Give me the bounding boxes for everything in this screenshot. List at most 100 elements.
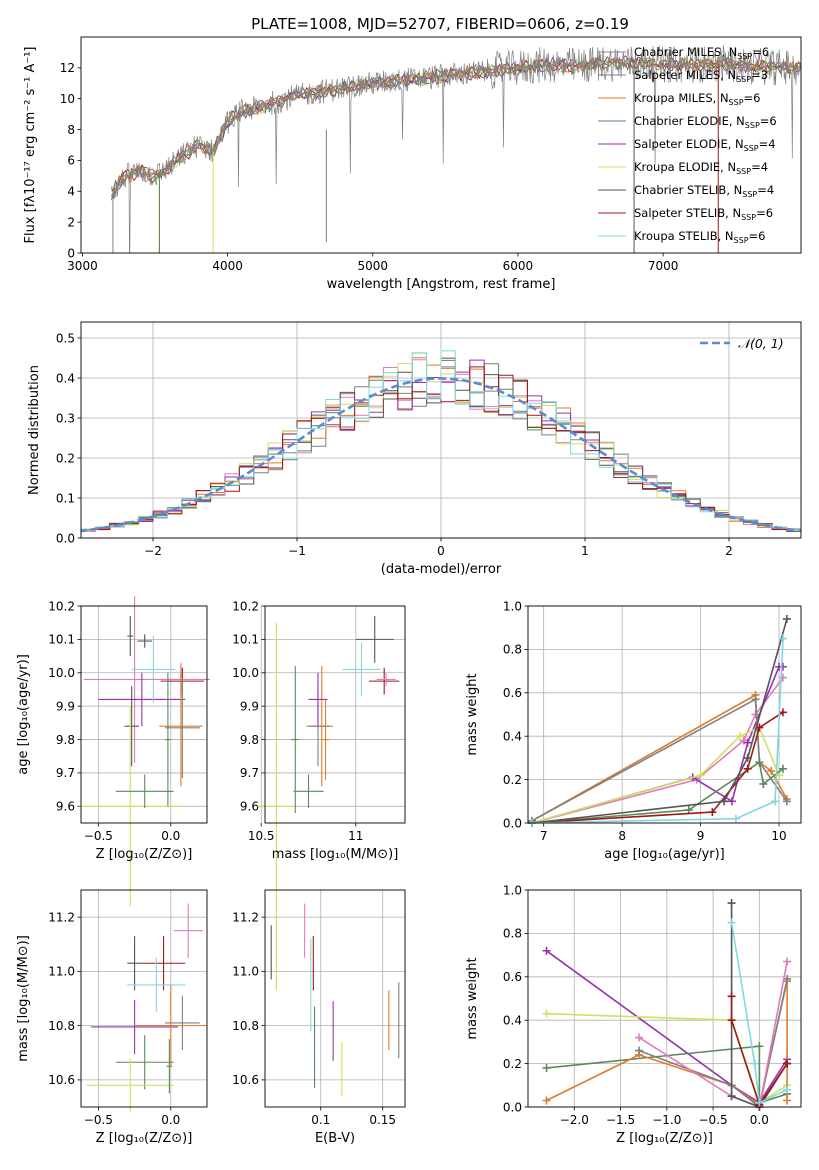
y-tick-label: 0.2 xyxy=(503,1057,522,1071)
error-bar-point xyxy=(127,957,186,1013)
weight-marker xyxy=(783,1059,792,1068)
legend-entry: Chabrier STELIB, NSSP=4 xyxy=(634,183,774,199)
weight-line xyxy=(546,1045,788,1104)
error-bar-point xyxy=(257,622,296,990)
weight-line xyxy=(531,638,784,824)
y-axis-label: Flux [fλ10⁻¹⁷ erg cm⁻² s⁻¹ A⁻¹] xyxy=(23,47,38,244)
weight-marker xyxy=(720,797,729,806)
error-bar-point xyxy=(124,686,139,767)
weight-line xyxy=(531,618,788,824)
grid xyxy=(260,605,405,823)
legend-entry: 𝒩(0, 1) xyxy=(738,336,784,351)
weight-marker xyxy=(783,1085,792,1094)
legend-subscript: SSP xyxy=(736,75,751,84)
y-tick-label: 0.4 xyxy=(503,1014,522,1028)
x-tick-label: 10 xyxy=(771,829,786,843)
error-bar-point xyxy=(91,999,179,1055)
legend-suffix: =6 xyxy=(756,206,773,220)
error-bar-point xyxy=(376,672,396,687)
y-tick-label: 0.8 xyxy=(503,643,522,657)
weight-marker xyxy=(727,992,736,1001)
x-tick-label: 0.1 xyxy=(311,1113,330,1127)
error-bar-point xyxy=(342,642,381,697)
legend-name: Chabrier ELODIE, N xyxy=(634,114,745,128)
plot-area xyxy=(81,350,801,534)
weight-line xyxy=(730,922,788,1104)
y-tick-label: 9.9 xyxy=(56,699,75,713)
error-bar-point xyxy=(165,672,171,807)
y-tick-label: 0.3 xyxy=(56,411,75,425)
legend-suffix: =4 xyxy=(759,137,776,151)
axes-frame xyxy=(80,321,802,539)
y-tick-label: 10 xyxy=(60,92,75,106)
y-tick-label: 10.0 xyxy=(232,666,259,680)
weight-marker xyxy=(751,695,760,704)
legend-suffix: =6 xyxy=(749,229,766,243)
error-bar-point xyxy=(79,706,181,907)
mass-weight-vs-metallicity-panel: −2.0 −1.5 −1.0 −0.5 0.0 0.0 0.2 0.4 0.6 0.8 1.0 Z [… xyxy=(465,883,802,1146)
weight-marker xyxy=(727,899,736,908)
weight-marker xyxy=(755,758,764,767)
y-tick-label: 0.2 xyxy=(503,773,522,787)
weight-marker xyxy=(778,662,787,671)
weight-line xyxy=(531,697,788,822)
x-tick-label: 0 xyxy=(437,544,445,558)
error-bar-point xyxy=(127,936,142,991)
legend-suffix: =6 xyxy=(744,91,761,105)
weight-marker xyxy=(755,1042,764,1051)
weight-marker xyxy=(708,808,717,817)
error-bar-point xyxy=(173,903,203,958)
legend-suffix: =4 xyxy=(757,183,774,197)
legend-subscript: SSP xyxy=(741,213,756,222)
error-bar-point xyxy=(127,616,134,657)
mass-vs-ebv-panel: 0.1 0.15 10.6 10.8 11.0 11.2 E(B-V) xyxy=(232,889,406,1146)
figure-title: PLATE=1008, MJD=52707, FIBERID=0606, z=0… xyxy=(251,15,629,33)
y-tick-label: 10.1 xyxy=(232,633,259,647)
legend-entry: Kroupa ELODIE, NSSP=4 xyxy=(634,160,768,176)
x-tick-label: 4000 xyxy=(212,259,243,273)
axes-frame xyxy=(80,36,802,254)
y-tick-label: 0.1 xyxy=(56,491,75,505)
error-bar-point xyxy=(291,666,300,813)
y-tick-label: 11.0 xyxy=(48,965,75,979)
spectrum-panel: 3000 4000 5000 6000 7000 0 2 4 6 8 10 12 wavelength … xyxy=(23,36,802,292)
grid xyxy=(265,890,405,1107)
x-axis-label: Z [log₁₀(Z/Z⊙)] xyxy=(96,847,193,862)
normal-curve xyxy=(81,377,801,533)
axes-frame xyxy=(527,605,802,824)
weight-marker xyxy=(727,1092,736,1101)
plot-area xyxy=(257,616,400,990)
legend-name: Salpeter ELODIE, N xyxy=(634,137,744,151)
y-axis-label: mass [log₁₀(M/M⊙)] xyxy=(16,935,31,1062)
x-tick-label: 7 xyxy=(540,829,548,843)
y-tick-label: 0.0 xyxy=(56,531,75,545)
weight-series xyxy=(527,695,791,825)
y-tick-label: 0.0 xyxy=(503,1100,522,1114)
y-tick-label: 11.2 xyxy=(48,910,75,924)
x-tick-label: −1.0 xyxy=(652,1113,681,1127)
y-tick-label: 0 xyxy=(67,246,75,260)
legend-name: Kroupa MILES, N xyxy=(634,91,729,105)
weight-series xyxy=(527,634,787,827)
y-tick-label: 1.0 xyxy=(503,599,522,613)
error-bar-point xyxy=(321,699,330,780)
x-tick-label: 0.0 xyxy=(750,1113,769,1127)
weight-marker xyxy=(696,771,705,780)
legend-name: Kroupa STELIB, N xyxy=(634,229,734,243)
residual-histogram-panel: −2 −1 0 1 2 0.0 0.1 0.2 0.3 0.4 0.5 (data-model)/er… xyxy=(27,321,802,577)
error-bar-point xyxy=(131,636,176,703)
x-axis-label: wavelength [Angstrom, rest frame] xyxy=(327,277,556,292)
y-tick-label: 9.8 xyxy=(56,733,75,747)
y-tick-label: 9.6 xyxy=(240,800,259,814)
weight-line xyxy=(546,950,788,1104)
axes-frame xyxy=(80,889,208,1108)
plot-area xyxy=(79,595,210,907)
x-axis-label: E(B-V) xyxy=(315,1131,355,1146)
y-tick-label: 10.6 xyxy=(48,1073,75,1087)
weight-marker xyxy=(755,1098,764,1107)
weight-marker xyxy=(684,805,693,814)
y-tick-label: 10.2 xyxy=(232,599,259,613)
weight-marker xyxy=(542,1063,551,1072)
weight-marker xyxy=(743,753,752,762)
